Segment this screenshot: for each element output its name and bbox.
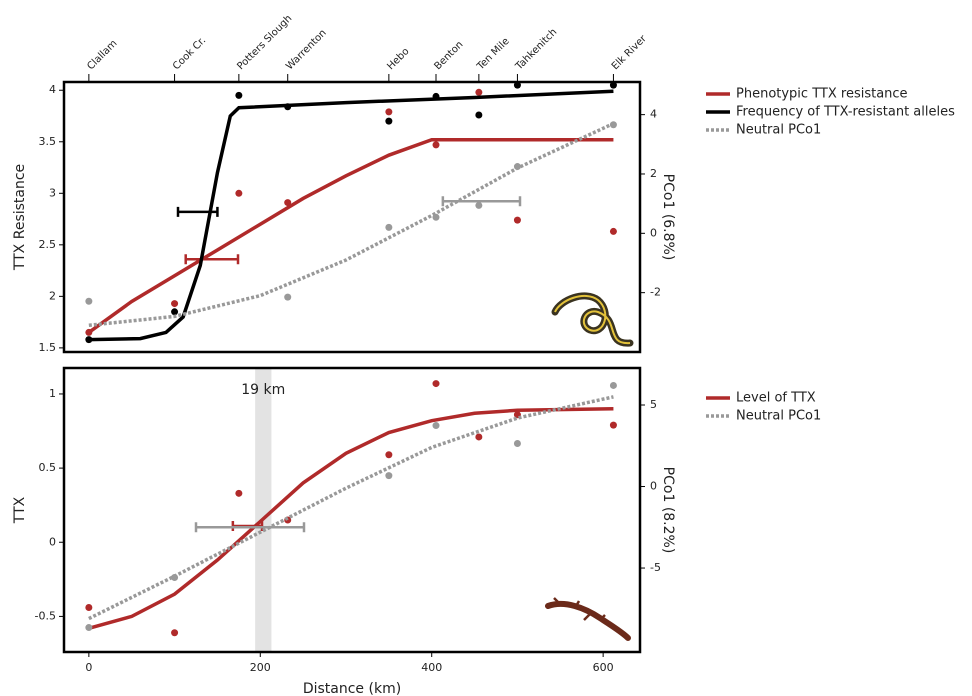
band-label: 19 km [241, 382, 285, 398]
data-point [171, 629, 179, 637]
data-point [475, 111, 483, 119]
y2-tick-label: 0 [650, 480, 657, 493]
data-point [171, 300, 179, 308]
data-point [513, 81, 521, 89]
error-bar [441, 196, 522, 207]
data-point [385, 108, 393, 116]
trend-line [88, 121, 615, 328]
data-point [609, 421, 617, 429]
legend-label: Level of TTX [736, 391, 816, 406]
site-label: Tahkenitch [513, 27, 559, 73]
y2-tick-label: 4 [650, 108, 657, 121]
legend-label: Neutral PCo1 [736, 409, 821, 424]
y2-tick-label: 5 [650, 398, 657, 411]
data-point [475, 201, 483, 209]
cline-band [255, 368, 272, 652]
y-tick-label: 2 [49, 289, 56, 302]
legend-label: Phenotypic TTX resistance [736, 87, 908, 102]
data-point [609, 227, 617, 235]
newt-icon [545, 597, 631, 641]
data-point [85, 624, 93, 632]
data-point [85, 297, 93, 305]
error-bar [194, 522, 306, 533]
data-point [284, 199, 292, 207]
data-point [171, 308, 179, 316]
site-label: Clallam [85, 38, 119, 72]
site-label: Hebo [385, 46, 411, 72]
data-point [513, 216, 521, 224]
plot-frame [62, 366, 642, 654]
site-label: Benton [432, 39, 465, 72]
legend-label: Frequency of TTX-resistant alleles [736, 105, 955, 120]
y-tick-label: 4 [49, 83, 56, 96]
snake-icon [551, 292, 634, 347]
trend-line [88, 407, 614, 630]
x-axis-label: Distance (km) [303, 681, 401, 696]
legend-label: Neutral PCo1 [736, 123, 821, 138]
y-tick-label: 1.5 [39, 341, 57, 354]
data-point [235, 189, 243, 197]
y-tick-label: -0.5 [35, 609, 56, 622]
x-tick-label: 0 [85, 661, 92, 674]
site-label: Cook Cr. [171, 35, 208, 72]
data-point [385, 451, 393, 459]
y-axis-label: TTX [12, 496, 28, 524]
site-label: Ten Mile [475, 36, 512, 73]
data-point [284, 293, 292, 301]
y2-tick-label: -2 [650, 286, 661, 299]
y-tick-label: 0 [49, 535, 56, 548]
y2-tick-label: 2 [650, 167, 657, 180]
plot-frame [62, 80, 642, 354]
y-tick-label: 3.5 [39, 135, 57, 148]
error-bar [184, 254, 240, 265]
trend-line [88, 89, 614, 342]
y-tick-label: 1 [49, 387, 56, 400]
data-point [385, 117, 393, 125]
y2-tick-label: 0 [650, 226, 657, 239]
y-tick-label: 3 [49, 186, 56, 199]
y-axis-label: TTX Resistance [12, 164, 28, 271]
data-point [85, 604, 93, 612]
data-point [235, 489, 243, 497]
data-point [385, 472, 393, 480]
y2-axis-label: PCo1 (6.8%) [660, 174, 676, 261]
y2-tick-label: -5 [650, 561, 661, 574]
data-point [609, 81, 617, 89]
data-point [609, 381, 617, 389]
data-point [432, 422, 440, 430]
error-bar [176, 206, 219, 217]
trend-line [88, 395, 614, 621]
y2-axis-label: PCo1 (8.2%) [660, 467, 676, 554]
data-point [432, 380, 440, 388]
data-point [235, 91, 243, 99]
x-tick-label: 200 [250, 661, 271, 674]
site-label: Warrenton [284, 28, 329, 73]
data-point [432, 141, 440, 149]
x-tick-label: 600 [593, 661, 614, 674]
y-tick-label: 0.5 [39, 461, 57, 474]
data-point [475, 433, 483, 441]
data-point [385, 223, 393, 231]
error-bar [231, 520, 264, 531]
data-point [475, 88, 483, 96]
data-point [513, 439, 521, 447]
y-tick-label: 2.5 [39, 238, 57, 251]
trend-line [87, 137, 614, 334]
x-tick-label: 400 [421, 661, 442, 674]
site-label: Elk River [610, 33, 650, 73]
